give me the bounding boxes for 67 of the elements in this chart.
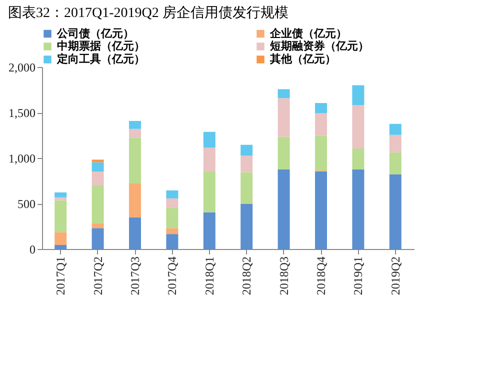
legend-label: 短期融资券（亿元） <box>269 40 369 52</box>
bar <box>278 136 290 170</box>
bar <box>315 113 327 136</box>
bar <box>315 103 327 114</box>
legend-label: 企业债（亿元） <box>269 26 347 40</box>
bar <box>315 136 327 171</box>
bar <box>240 156 253 172</box>
legend-label: 公司债（亿元） <box>56 26 134 40</box>
bar <box>389 152 402 174</box>
bar <box>129 217 141 249</box>
bar <box>54 197 67 200</box>
x-tick-label: 2018Q2 <box>240 256 254 296</box>
bar <box>166 208 178 228</box>
bar <box>92 228 104 249</box>
bar <box>389 124 402 135</box>
bar <box>352 85 364 106</box>
bar <box>203 212 216 249</box>
legend-label: 中期票据（亿元） <box>57 40 145 52</box>
x-tick-label: 2017Q2 <box>90 256 105 296</box>
legend-label: 定向工具（亿元） <box>56 52 145 66</box>
bar <box>166 190 178 198</box>
bar <box>278 89 290 98</box>
x-tick-label: 2019Q1 <box>351 256 366 296</box>
x-tick-label: 2018Q3 <box>276 256 291 296</box>
bar <box>240 172 253 204</box>
bar <box>92 185 104 224</box>
bar <box>54 200 67 232</box>
bar <box>389 134 402 152</box>
y-tick-label: 1,000 <box>8 152 36 166</box>
bar <box>203 132 216 148</box>
bar <box>203 148 216 172</box>
bar <box>315 172 327 249</box>
bar <box>166 228 178 234</box>
bar <box>166 198 178 208</box>
y-tick-label: 1,500 <box>8 106 36 120</box>
chart-title: 图表32：2017Q1-2019Q2 房企信用债发行规模 <box>8 5 288 21</box>
y-tick-label: 500 <box>18 197 36 211</box>
x-tick-label: 2018Q1 <box>202 256 216 296</box>
bar <box>129 120 141 129</box>
bar <box>92 160 104 162</box>
bar <box>129 138 141 184</box>
bar <box>352 148 364 170</box>
y-tick-label: 2,000 <box>8 60 36 74</box>
bar <box>278 170 290 249</box>
legend-label: 其他（亿元） <box>269 52 336 66</box>
bar <box>352 105 364 148</box>
x-tick-label: 2017Q1 <box>54 256 68 296</box>
bar <box>389 174 402 249</box>
bar <box>129 183 141 218</box>
x-tick-label: 2017Q3 <box>128 256 142 296</box>
bar <box>54 192 67 198</box>
bar <box>240 144 253 156</box>
bar <box>352 170 364 249</box>
bar <box>240 204 253 249</box>
x-tick-label: 2018Q4 <box>314 256 328 296</box>
bar <box>54 232 67 245</box>
bar <box>54 244 67 249</box>
bar <box>129 128 141 138</box>
x-tick-label: 2019Q2 <box>388 256 402 296</box>
bar <box>166 234 178 249</box>
bar <box>92 162 104 172</box>
y-tick-label: 0 <box>30 242 36 256</box>
bar <box>92 172 104 186</box>
bar <box>278 98 290 137</box>
bar <box>203 172 216 212</box>
x-tick-label: 2017Q4 <box>165 256 180 296</box>
bar <box>92 223 104 228</box>
